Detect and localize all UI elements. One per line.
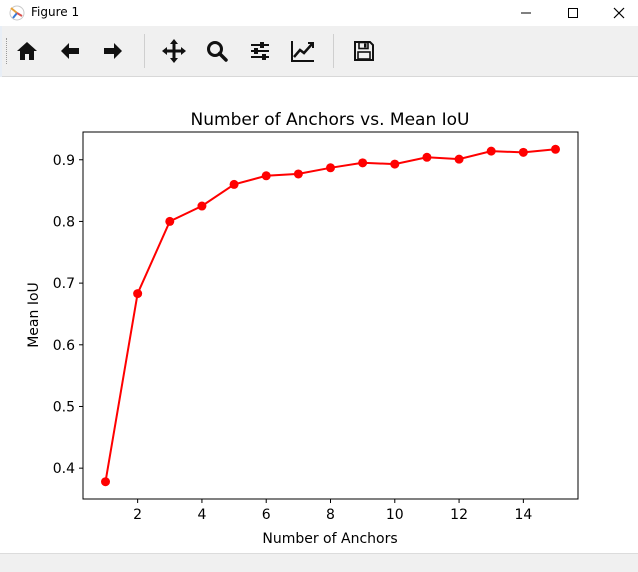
close-icon — [613, 7, 625, 19]
back-button[interactable] — [55, 36, 85, 66]
series-markers — [101, 144, 560, 487]
status-bar — [0, 553, 638, 572]
home-icon — [17, 42, 37, 60]
y-axis: 0.4 0.5 0.6 0.7 0.8 0.9 — [53, 153, 83, 477]
magnifier-icon — [207, 41, 228, 62]
x-tick-label: 10 — [386, 507, 404, 523]
figure-canvas[interactable]: Number of Anchors vs. Mean IoU 2 4 6 8 10 12 1… — [0, 77, 638, 553]
x-tick-label: 8 — [326, 507, 335, 523]
line-chart-icon — [291, 41, 314, 62]
navigation-toolbar — [0, 26, 638, 77]
data-point — [551, 144, 560, 154]
y-tick-label: 0.9 — [53, 153, 75, 169]
data-point — [326, 163, 335, 173]
maximize-icon — [568, 8, 578, 18]
x-axis-label: Number of Anchors — [262, 531, 397, 547]
x-tick-label: 6 — [262, 507, 271, 523]
window-title: Figure 1 — [31, 5, 80, 19]
forward-button[interactable] — [98, 36, 128, 66]
y-tick-label: 0.5 — [53, 399, 75, 415]
x-tick-label: 14 — [514, 507, 532, 523]
y-tick-label: 0.4 — [53, 461, 75, 477]
edit-axis-button[interactable] — [288, 36, 318, 66]
data-point — [518, 147, 528, 157]
toolbar-grip[interactable] — [6, 38, 11, 64]
matplotlib-icon — [8, 4, 26, 22]
data-point — [486, 146, 496, 156]
y-axis-label: Mean IoU — [26, 282, 42, 348]
minimize-icon — [521, 12, 531, 14]
arrow-right-icon — [104, 43, 122, 59]
x-tick-label: 2 — [133, 507, 142, 523]
data-point — [293, 169, 303, 179]
data-point — [422, 152, 432, 162]
data-point — [165, 216, 175, 226]
y-tick-label: 0.7 — [53, 276, 75, 292]
maximize-button[interactable] — [550, 0, 596, 26]
home-button[interactable] — [12, 36, 42, 66]
floppy-disk-icon — [354, 41, 374, 61]
sliders-icon — [251, 42, 269, 60]
toolbar-separator — [333, 34, 334, 68]
x-tick-label: 12 — [450, 507, 468, 523]
data-point — [133, 289, 143, 299]
data-point — [454, 154, 464, 164]
data-point — [358, 158, 368, 168]
y-tick-label: 0.8 — [53, 214, 75, 230]
arrow-left-icon — [61, 43, 79, 59]
data-point — [390, 159, 400, 169]
pan-button[interactable] — [159, 36, 189, 66]
data-point — [101, 477, 110, 487]
minimize-button[interactable] — [503, 0, 549, 26]
window-titlebar: Figure 1 — [0, 0, 638, 26]
y-tick-label: 0.6 — [53, 338, 75, 354]
save-button[interactable] — [349, 36, 379, 66]
close-button[interactable] — [596, 0, 638, 26]
data-point — [229, 179, 239, 189]
x-axis: 2 4 6 8 10 12 14 — [133, 499, 532, 523]
chart-title: Number of Anchors vs. Mean IoU — [191, 110, 470, 130]
move-arrows-icon — [162, 39, 186, 63]
x-tick-label: 4 — [197, 507, 206, 523]
configure-subplots-button[interactable] — [245, 36, 275, 66]
line-chart[interactable]: Number of Anchors vs. Mean IoU 2 4 6 8 10 12 1… — [0, 77, 638, 553]
data-point — [261, 171, 271, 181]
toolbar-separator — [144, 34, 145, 68]
data-point — [197, 201, 207, 211]
zoom-button[interactable] — [202, 36, 232, 66]
plot-area — [82, 131, 579, 500]
